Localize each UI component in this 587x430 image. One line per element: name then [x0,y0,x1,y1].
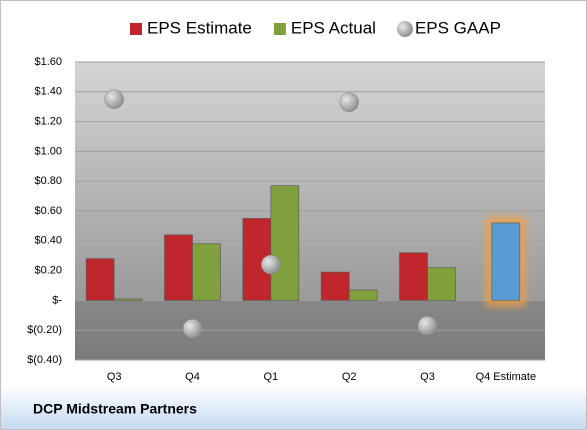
bar [491,222,521,301]
bar [270,185,300,301]
legend-marker [396,21,413,37]
bar [320,271,350,301]
y-tick-label: $- [52,294,62,306]
chart-title: DCP Midstream Partners [33,401,197,417]
y-tick-label: $1.40 [34,86,62,98]
gaap-point [261,254,281,275]
y-tick-label: $1.20 [34,116,62,128]
bar [85,258,115,301]
footer-band [1,385,586,429]
legend: EPS Estimate EPS Actual EPS GAAP [130,18,501,37]
x-tick-label: Q2 [342,371,357,383]
x-tick-label: Q4 Estimate [476,371,537,383]
legend-label: EPS Actual [291,18,376,37]
bar [113,298,143,301]
bar [427,267,456,301]
bar [164,234,193,301]
legend-label: EPS Estimate [147,18,252,37]
y-tick-label: $1.00 [34,145,62,157]
x-tick-label: Q4 [185,371,200,383]
y-tick-label: $(0.40) [27,354,62,366]
gaap-point [104,89,124,109]
bar [348,289,378,301]
gaap-point [339,92,359,112]
y-tick-label: $0.40 [34,235,62,247]
x-tick-label: Q3 [107,371,122,383]
y-tick-label: $0.20 [34,265,62,277]
bar [192,243,221,301]
x-tick-label: Q1 [263,371,278,383]
legend-marker [130,23,142,35]
legend-label: EPS GAAP [415,18,501,37]
y-tick-label: $(0.20) [27,324,62,336]
bar [399,252,428,301]
y-tick-label: $0.60 [34,205,62,217]
legend-marker [273,23,286,35]
y-tick-label: $0.80 [34,175,62,187]
gaap-point [182,318,203,339]
gaap-point [417,315,438,336]
x-tick-label: Q3 [420,371,435,383]
y-tick-label: $1.60 [34,56,62,68]
